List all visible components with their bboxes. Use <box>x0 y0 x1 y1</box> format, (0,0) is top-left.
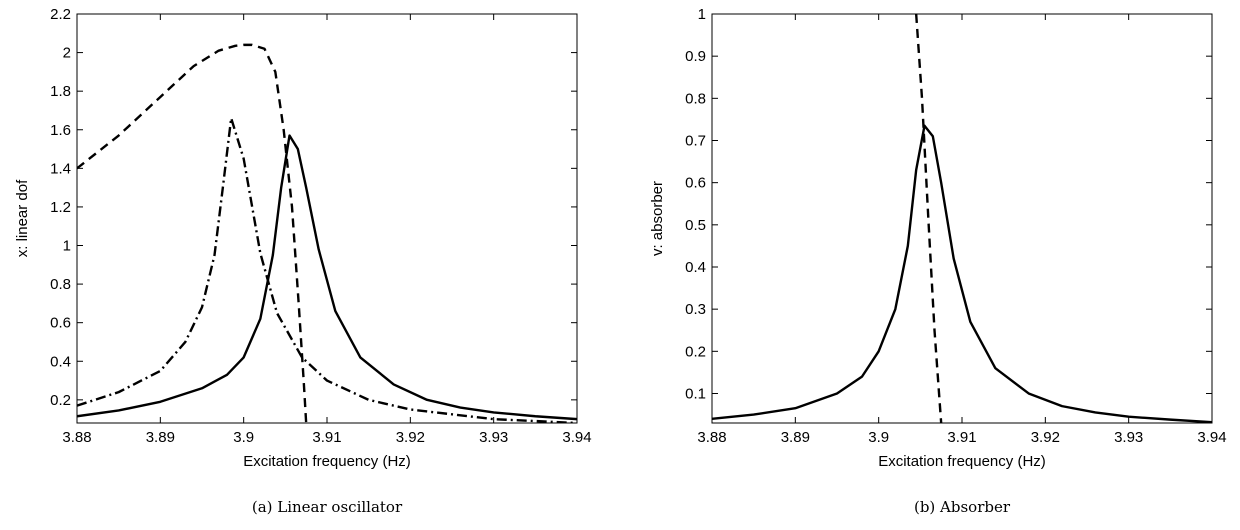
panel-linear-oscillator: 3.88 3.89 3.9 3.91 3.92 3.93 3.94 0.2 0.4 0.6 0.8 1… <box>14 6 592 516</box>
y-tick-label: 0.3 <box>685 301 706 318</box>
y-tick-label: 0.9 <box>685 48 706 65</box>
y-tick-label: 0.8 <box>50 276 71 293</box>
y-tick-label: 1 <box>63 238 71 255</box>
series-line-dash-dot <box>77 116 577 423</box>
x-tick-label: 3.9 <box>868 429 889 446</box>
y-tick-label: 0.1 <box>685 385 706 402</box>
y-tick-label: 1.6 <box>50 122 71 139</box>
x-tick-label: 3.88 <box>697 429 726 446</box>
x-tick-label: 3.9 <box>233 429 254 446</box>
series-line-dashed <box>77 43 308 423</box>
y-tick-label: 1.2 <box>50 199 71 216</box>
series-line-dashed <box>914 14 943 423</box>
y-tick-label: 0.2 <box>685 343 706 360</box>
y-tick-label: 0.8 <box>685 90 706 107</box>
y-tick-label: 1 <box>698 6 706 23</box>
x-tick-label: 3.89 <box>781 429 810 446</box>
x-tick-label: 3.94 <box>562 429 591 446</box>
x-tick-label: 3.93 <box>1114 429 1143 446</box>
x-tick-label: 3.92 <box>396 429 425 446</box>
axes-frame <box>76 13 578 424</box>
y-tick-label: 0.4 <box>685 259 706 276</box>
series-line-solid <box>77 134 577 421</box>
x-axis-label: Excitation frequency (Hz) <box>243 453 411 470</box>
series-group <box>77 43 577 423</box>
panel-absorber: 3.88 3.89 3.9 3.91 3.92 3.93 3.94 0.1 0.2 0.3 0.4 0… <box>649 6 1227 516</box>
series-line-solid <box>712 124 1212 423</box>
x-tick-label: 3.89 <box>146 429 175 446</box>
y-tick-label: 0.4 <box>50 353 71 370</box>
x-tick-label: 3.91 <box>947 429 976 446</box>
x-tick-label: 3.94 <box>1197 429 1226 446</box>
figure-caption: (a) Linear oscillator <box>252 498 403 516</box>
y-tick-label: 2.2 <box>50 6 71 23</box>
y-tick-label: 1.8 <box>50 83 71 100</box>
x-tick-label: 3.93 <box>479 429 508 446</box>
x-axis-label: Excitation frequency (Hz) <box>878 453 1046 470</box>
y-tick-label: 0.2 <box>50 392 71 409</box>
axes-frame <box>711 13 1213 424</box>
y-tick-label: 1.4 <box>50 160 71 177</box>
y-tick-label: 0.5 <box>685 217 706 234</box>
y-axis-label: v: absorber <box>649 181 666 256</box>
y-tick-label: 0.6 <box>685 175 706 192</box>
y-tick-label: 0.7 <box>685 132 706 149</box>
y-axis-label: x: linear dof <box>14 179 31 257</box>
y-tick-label: 0.6 <box>50 315 71 332</box>
x-tick-label: 3.92 <box>1031 429 1060 446</box>
x-tick-label: 3.88 <box>62 429 91 446</box>
figure-caption: (b) Absorber <box>914 498 1011 516</box>
series-group <box>712 14 1212 423</box>
x-tick-label: 3.91 <box>312 429 341 446</box>
y-tick-label: 2 <box>63 45 71 62</box>
